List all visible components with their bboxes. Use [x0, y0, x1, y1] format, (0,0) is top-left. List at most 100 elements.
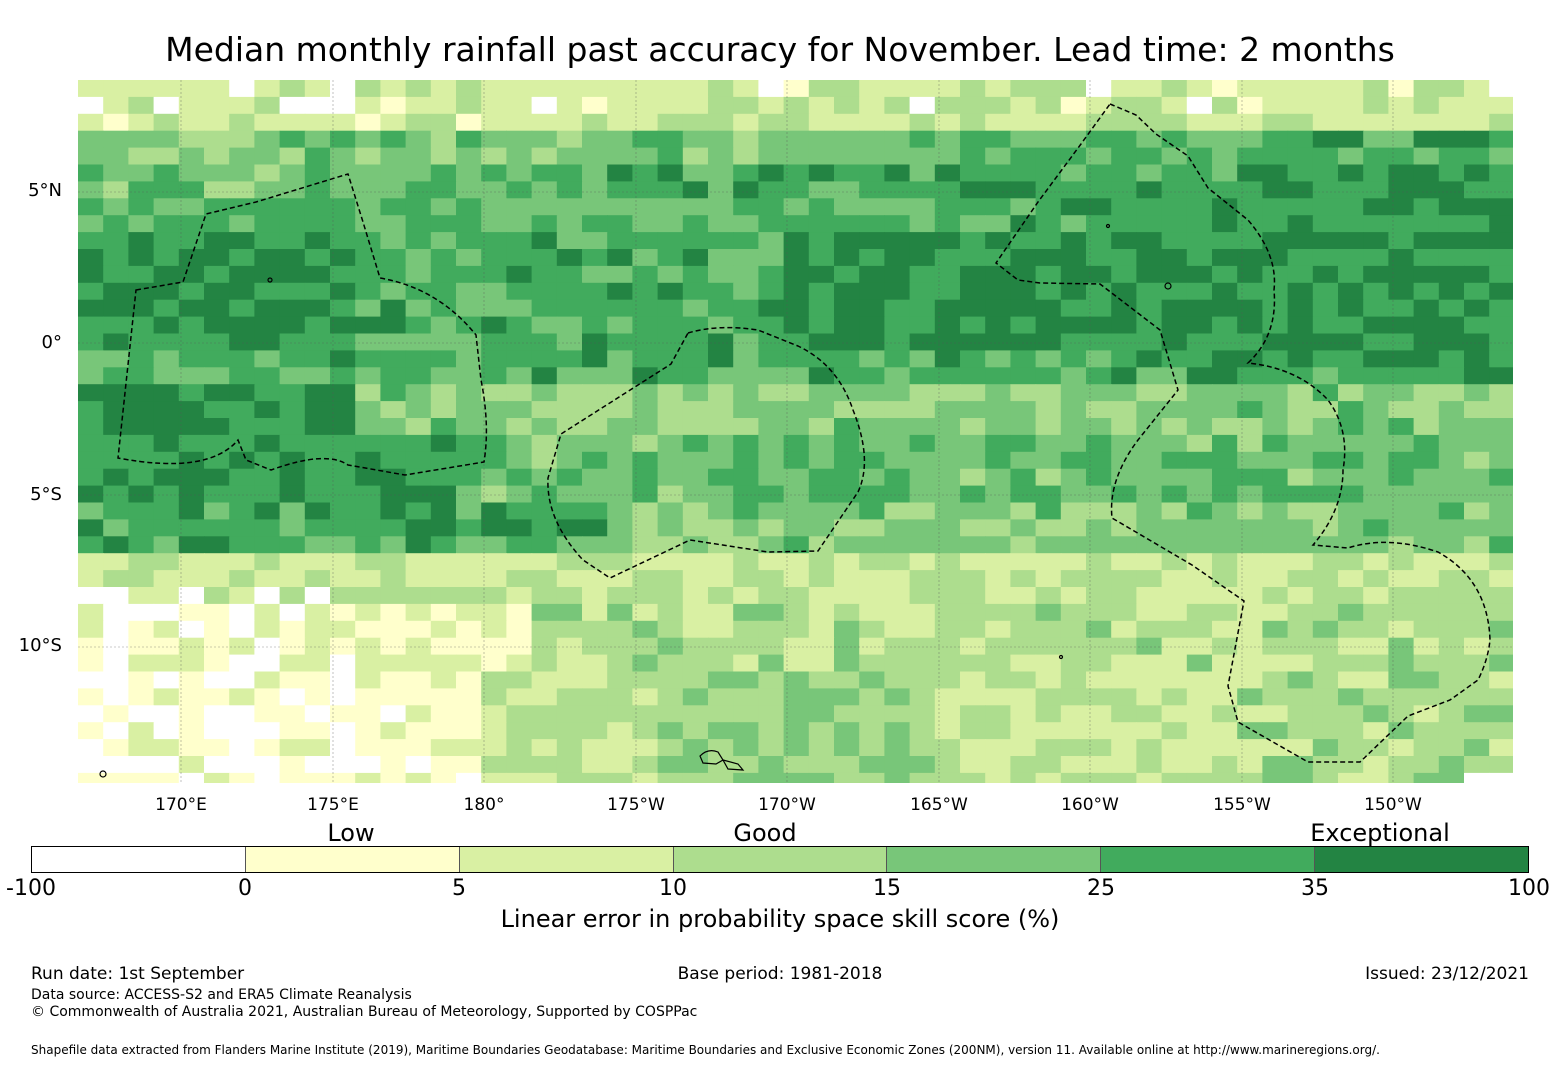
map-cell: [607, 654, 633, 673]
map-cell: [1086, 553, 1112, 571]
map-cell: [985, 722, 1011, 740]
map-cell: [254, 570, 281, 588]
map-cell: [884, 232, 911, 250]
map-cell: [934, 265, 961, 284]
map-cell: [859, 130, 885, 149]
map-cell: [229, 181, 255, 199]
lat-label-5n: 5°N: [28, 180, 62, 201]
map-cell: [1035, 181, 1062, 199]
map-cell: [733, 147, 759, 166]
map-cell: [632, 384, 659, 402]
lon-label-150w: 150°W: [1364, 795, 1422, 815]
map-cell: [758, 637, 785, 656]
map-cell: [279, 671, 306, 689]
map-cell: [254, 316, 281, 335]
map-cell: [1287, 96, 1314, 115]
map-cell: [330, 468, 356, 487]
map-cell: [103, 249, 129, 267]
map-cell: [682, 502, 709, 520]
map-cell: [153, 671, 180, 689]
map-cell: [330, 299, 356, 318]
map-cell: [456, 333, 482, 351]
map-cell: [405, 756, 432, 774]
map-cell: [178, 705, 205, 723]
map-cell: [330, 485, 356, 504]
map-cell: [682, 620, 709, 639]
map-cell: [1262, 603, 1289, 622]
map-cell: [279, 620, 306, 639]
map-cell: [582, 333, 608, 351]
map-cell: [1161, 181, 1188, 199]
map-cell: [178, 401, 205, 419]
map-cell: [506, 637, 533, 656]
map-cell: [178, 451, 205, 470]
map-cell: [506, 249, 533, 267]
map-cell: [808, 299, 835, 318]
map-cell: [229, 772, 255, 783]
map-cell: [657, 654, 684, 673]
map-cell: [1086, 401, 1112, 419]
colorbar-seg-3: [459, 847, 674, 872]
map-cell: [1262, 536, 1289, 554]
map-cell: [1237, 316, 1263, 335]
map-cell: [934, 401, 961, 419]
map-cell: [456, 80, 482, 98]
map-cell: [1010, 722, 1037, 740]
map-cell: [330, 350, 356, 368]
map-cell: [834, 401, 860, 419]
map-cell: [1035, 232, 1062, 250]
map-cell: [380, 603, 407, 622]
map-cell: [1438, 620, 1465, 639]
map-cell: [204, 316, 230, 335]
map-cell: [859, 536, 885, 554]
map-cell: [229, 451, 255, 470]
map-cell: [531, 80, 558, 98]
map-cell: [1287, 688, 1314, 706]
map-cell: [1438, 418, 1465, 436]
map-cell: [330, 96, 356, 115]
map-cell: [1363, 756, 1389, 774]
map-cell: [153, 772, 180, 783]
map-cell: [1111, 739, 1137, 757]
map-cell: [128, 113, 155, 132]
map-cell: [128, 418, 155, 436]
map-cell: [1136, 350, 1163, 368]
map-cell: [506, 654, 533, 673]
map-cell: [1186, 130, 1213, 149]
map-cell: [682, 80, 709, 98]
map-cell: [178, 147, 205, 166]
map-cell: [355, 384, 381, 402]
map-cell: [1035, 502, 1062, 520]
map-cell: [1489, 519, 1513, 537]
map-cell: [960, 671, 986, 689]
map-cell: [1413, 80, 1440, 98]
map-cell: [632, 434, 659, 453]
map-cell: [1438, 705, 1465, 723]
map-cell: [758, 705, 785, 723]
map-cell: [682, 756, 709, 774]
map-cell: [960, 249, 986, 267]
map-cell: [430, 384, 457, 402]
map-cell: [1312, 232, 1339, 250]
map-cell: [960, 384, 986, 402]
map-cell: [229, 502, 255, 520]
map-cell: [1161, 282, 1188, 301]
map-cell: [1413, 113, 1440, 132]
map-cell: [582, 367, 608, 385]
map-cell: [1010, 265, 1037, 284]
map-cell: [430, 147, 457, 166]
map-cell: [1237, 299, 1263, 318]
map-cell: [1237, 401, 1263, 419]
map-cell: [657, 401, 684, 419]
map-cell: [178, 739, 205, 757]
map-cell: [1338, 671, 1364, 689]
map-cell: [808, 553, 835, 571]
map-cell: [859, 299, 885, 318]
map-cell: [103, 215, 129, 233]
map-cell: [380, 705, 407, 723]
map-cell: [733, 181, 759, 199]
map-cell: [934, 485, 961, 504]
map-cell: [960, 434, 986, 453]
map-cell: [834, 96, 860, 115]
map-cell: [1388, 485, 1415, 504]
